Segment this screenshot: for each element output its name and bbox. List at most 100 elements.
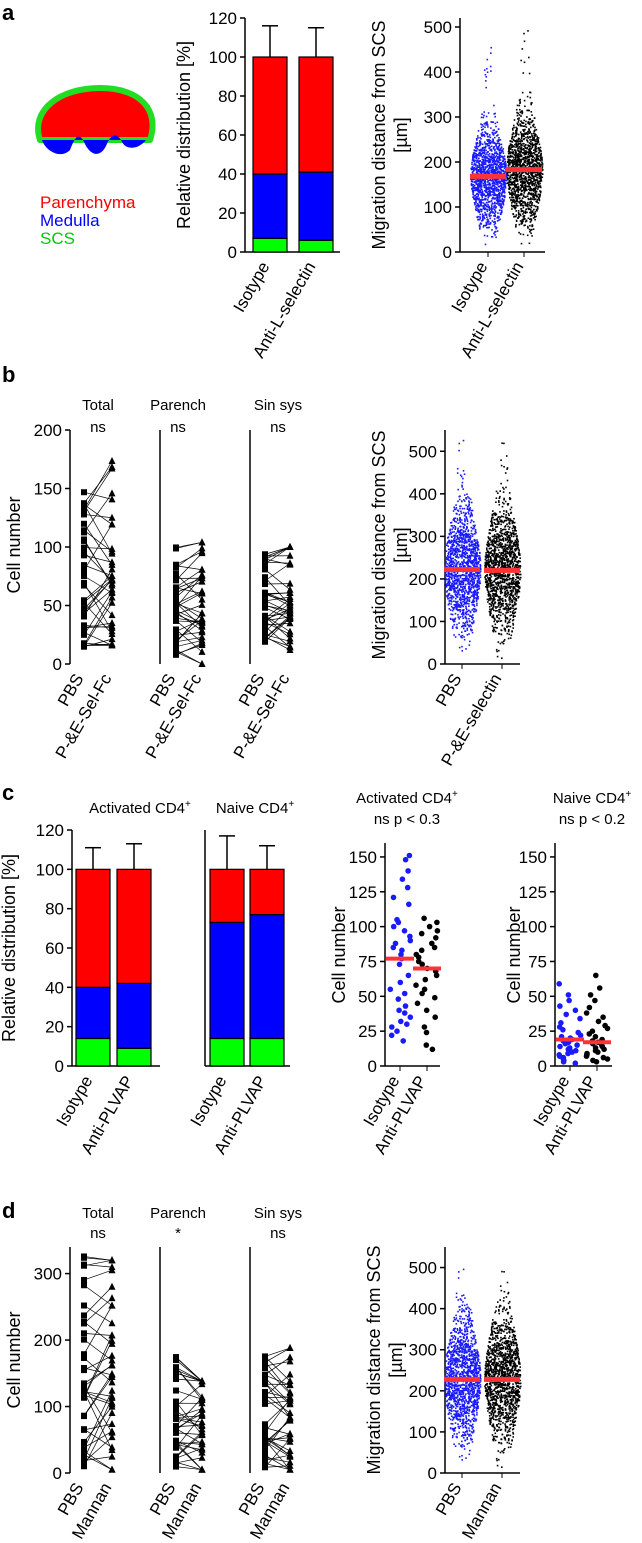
data-point [466,596,468,598]
data-point [498,171,501,174]
data-point [479,223,482,225]
data-point [462,598,464,601]
data-point [502,515,504,518]
data-point [462,595,464,597]
data-point [469,514,472,517]
data-point [525,126,528,128]
data-point [455,595,458,598]
data-point [451,536,453,538]
data-point [507,151,510,153]
data-point [481,220,483,222]
data-point-triangle [286,619,294,627]
data-point [477,585,480,588]
data-point [495,202,498,205]
data-point [527,144,529,146]
data-point [515,215,517,218]
data-point [497,605,500,607]
data-point [536,140,538,142]
data-point [499,590,502,593]
data-point [496,156,499,158]
data-point [516,541,518,544]
data-point-triangle [198,565,206,573]
data-point [467,582,469,585]
y-tick-label: 0 [443,243,452,262]
data-point-square [81,582,87,589]
data-point [487,164,490,167]
data-point [455,605,457,608]
data-point [496,180,499,182]
data-point [500,209,503,212]
data-point [476,539,478,541]
data-point [462,624,464,627]
data-point [467,511,469,514]
data-point [524,186,527,189]
data-point [471,514,473,517]
data-point [506,552,508,555]
data-point [501,211,503,214]
data-point [519,142,522,145]
data-point [522,206,525,209]
data-point [494,201,496,204]
data-point [533,175,535,178]
data-point [452,625,454,628]
data-point [470,541,472,544]
data-point [526,189,528,192]
data-point [450,541,452,543]
data-point [535,187,537,190]
data-point [515,194,517,196]
data-point [481,164,483,166]
data-point [473,604,475,606]
data-point [471,552,474,554]
y-tick-label: 500 [424,18,452,37]
data-point [509,538,511,540]
data-point [532,119,534,122]
data-point [470,601,473,604]
data-point [523,158,525,161]
data-point [538,198,540,200]
data-point [502,581,504,584]
data-point [484,158,486,160]
data-point [508,155,510,158]
x-tick-label: Isotype [230,259,274,316]
data-point [516,104,519,107]
data-point [528,72,531,75]
data-point [524,125,526,127]
data-point [469,498,472,501]
data-point [489,178,492,181]
data-point [515,144,518,146]
data-point [475,557,477,560]
data-point [519,131,522,133]
data-point [461,541,463,544]
bar-parenchyma [298,56,334,173]
data-point [481,131,484,134]
data-point [517,200,519,203]
data-point [467,557,470,559]
data-point [529,121,531,124]
data-point [498,161,500,164]
data-point-square [81,544,87,551]
data-point [489,191,491,193]
data-point [524,189,527,191]
data-point [529,211,531,214]
data-point [481,204,483,207]
data-point [467,565,469,568]
data-point [512,530,514,532]
data-point [532,196,534,198]
data-point [468,497,470,499]
data-point [476,154,478,157]
data-point [512,129,514,131]
data-point [460,519,463,521]
data-point [496,620,498,622]
data-point [458,550,460,553]
data-point [506,172,509,175]
data-point [493,163,495,165]
data-point [457,590,459,593]
data-point [486,124,489,126]
data-point [470,575,472,577]
data-point [460,566,463,568]
data-point [451,525,454,527]
data-point [517,164,519,166]
data-point [514,192,516,195]
data-point [487,151,489,153]
data-point [461,578,464,580]
